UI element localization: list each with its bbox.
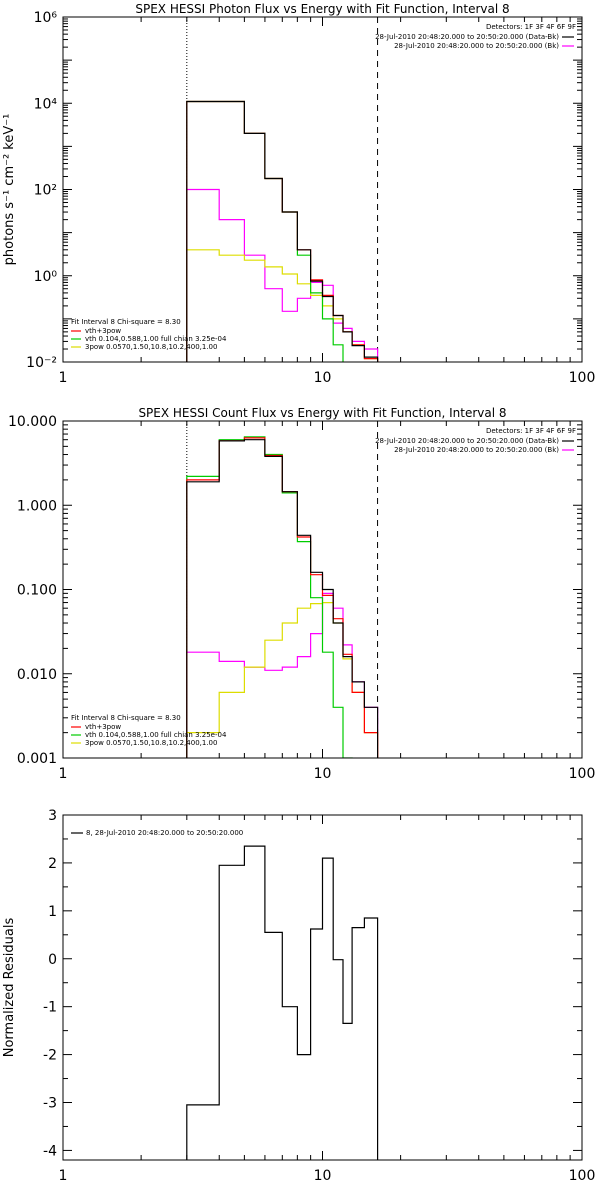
series-vth-line — [186, 100, 379, 362]
y-tick-label: -1 — [43, 1000, 57, 1016]
series-data-line — [186, 100, 379, 362]
legend-header: Detectors: 1F 3F 4F 6F 9F — [486, 23, 576, 31]
y-tick-label: 10⁶ — [34, 10, 58, 26]
legend-entry-text: 28-Jul-2010 20:48:20.000 to 20:50:20.000… — [394, 42, 559, 50]
fit-legend-header: Fit Interval 8 Chi-square = 8.30 — [71, 318, 181, 326]
x-tick-label: 10 — [314, 370, 332, 386]
chart-title: SPEX HESSI Count Flux vs Energy with Fit… — [138, 406, 506, 420]
series-residuals-line — [186, 845, 379, 1160]
x-tick-label: 10 — [314, 1168, 332, 1184]
y-tick-label: 2 — [48, 856, 57, 872]
y-tick-label: 0.100 — [17, 583, 57, 599]
legend-entry-text: 8, 28-Jul-2010 20:48:20.000 to 20:50:20.… — [86, 829, 243, 837]
x-tick-label: 100 — [569, 1168, 596, 1184]
x-tick-label: 1 — [59, 370, 68, 386]
plot-frame — [62, 814, 583, 1161]
y-tick-label: 10⁴ — [34, 96, 58, 112]
plot-frame — [62, 16, 583, 363]
chart-panel-1: SPEX HESSI Photon Flux vs Energy with Fi… — [2, 2, 596, 386]
y-tick-label: 10⁻² — [26, 355, 57, 371]
x-tick-label: 100 — [569, 370, 596, 386]
x-tick-label: 100 — [569, 766, 596, 782]
fit-legend-entry-text: vth 0.104,0.588,1.00 full chian 3.25e-04 — [85, 731, 227, 739]
y-tick-label: 10⁰ — [34, 269, 58, 285]
series-data-line — [186, 439, 379, 758]
fit-legend-header: Fit Interval 8 Chi-square = 8.30 — [71, 714, 181, 722]
y-tick-label: 0 — [48, 952, 57, 968]
chart-title: SPEX HESSI Photon Flux vs Energy with Fi… — [135, 2, 509, 16]
y-tick-label: 1 — [48, 904, 57, 920]
y-tick-label: 1.000 — [17, 498, 57, 514]
y-tick-label: 3 — [48, 808, 57, 824]
x-tick-label: 10 — [314, 766, 332, 782]
y-tick-label: 0.001 — [17, 751, 57, 767]
chart-panel-3: Normalized Residuals 1 10 100 -4 -3 -2 -1 0 1 2 3 8,… — [2, 808, 595, 1184]
y-tick-label: -4 — [43, 1143, 57, 1159]
fit-legend-entry-text: vth+3pow — [85, 723, 121, 731]
fit-legend-entry-text: vth+3pow — [85, 327, 121, 335]
chart-panel-2: SPEX HESSI Count Flux vs Energy with Fit… — [8, 406, 596, 782]
x-tick-label: 1 — [59, 1168, 68, 1184]
legend-header: Detectors: 1F 3F 4F 6F 9F — [486, 427, 576, 435]
series-total-line — [186, 100, 379, 362]
y-tick-label: 0.010 — [17, 667, 57, 683]
fit-legend-entry-text: 3pow 0.0570,1.50,10.8,10.2,400,1.00 — [85, 739, 217, 747]
fit-legend-entry-text: 3pow 0.0570,1.50,10.8,10.2,400,1.00 — [85, 343, 217, 351]
plot-frame — [62, 420, 583, 759]
y-tick-label: 10.000 — [8, 414, 57, 430]
legend-entry-text: 28-Jul-2010 20:48:20.000 to 20:50:20.000… — [394, 446, 559, 454]
y-axis-label: photons s⁻¹ cm⁻² keV⁻¹ — [2, 114, 17, 266]
y-axis-label: Normalized Residuals — [2, 918, 17, 1058]
y-tick-label: -2 — [43, 1048, 57, 1064]
legend-entry-text: 28-Jul-2010 20:48:20.000 to 20:50:20.000… — [375, 33, 559, 41]
y-tick-label: 10² — [34, 183, 57, 199]
fit-legend-entry-text: vth 0.104,0.588,1.00 full chian 3.25e-04 — [85, 335, 227, 343]
legend-entry-text: 28-Jul-2010 20:48:20.000 to 20:50:20.000… — [375, 437, 559, 445]
y-tick-label: -3 — [43, 1096, 57, 1112]
x-tick-label: 1 — [59, 766, 68, 782]
